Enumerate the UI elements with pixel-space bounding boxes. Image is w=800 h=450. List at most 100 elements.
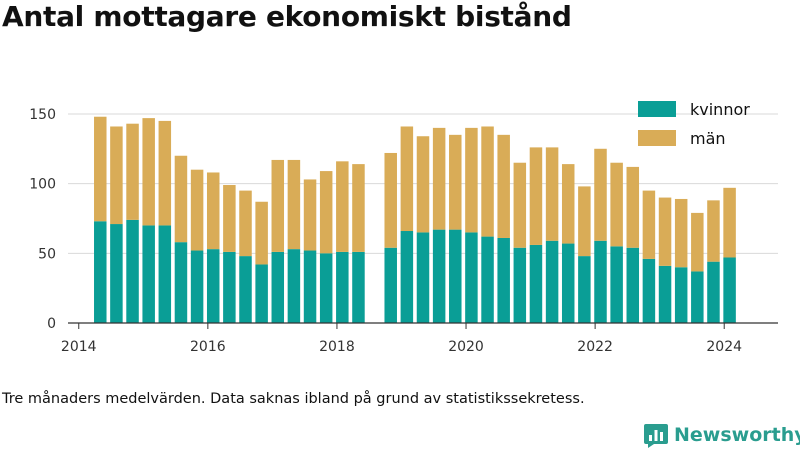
bar-man [126,123,139,220]
bar-man [223,185,236,252]
bar-kvinnor [158,225,172,323]
bar-kvinnor [691,271,704,323]
bar-kvinnor [481,236,494,323]
bar-man [206,172,220,250]
bar-man [319,171,333,254]
bar-man [384,152,397,248]
bar-man [594,148,607,241]
bar-man [158,120,172,226]
newsworthy-brand: Newsworthy [644,420,800,450]
bar-man [287,159,301,250]
bar-man [142,118,155,226]
x-tick-label: 2024 [706,339,742,355]
bar-kvinnor [432,229,446,323]
bars [94,116,736,323]
bar-man [174,155,188,243]
bar-man [432,127,446,230]
x-tick-label: 2020 [448,339,484,355]
bar-man [400,126,414,232]
chart-title: Antal mottagare ekonomiskt bistånd [2,0,572,33]
bar-man [658,197,672,266]
bar-kvinnor [239,256,252,323]
bar-man [190,169,204,251]
axes: 0 50 100 150 2014 2016 2018 2020 2022 2024 [29,107,778,355]
bar-man [303,179,317,251]
x-tick-label: 2014 [61,339,97,355]
bar-kvinnor [529,244,543,323]
bar-kvinnor [174,242,188,323]
bar-kvinnor [190,250,204,323]
bar-man [94,116,107,222]
bar-man [352,164,365,252]
bar-kvinnor [287,249,301,323]
bar-kvinnor [594,240,607,323]
legend-swatch-kvinnor [638,101,676,117]
legend-label: män [690,129,726,148]
legend-swatch-män [638,130,676,146]
x-tick-label: 2018 [319,339,355,355]
bar-kvinnor [642,258,656,323]
bar-man [674,198,688,268]
legend: kvinnor män [638,100,750,148]
bar-kvinnor [336,251,349,323]
bar-man [449,134,462,230]
bar-kvinnor [658,265,672,323]
bar-kvinnor [142,225,155,323]
bar-man [642,190,656,259]
bar-kvinnor [545,240,559,323]
bar-kvinnor [206,249,220,323]
bar-kvinnor [110,224,123,323]
bar-man [481,126,494,237]
bar-kvinnor [578,256,591,323]
bar-kvinnor [303,250,317,323]
bar-man [529,147,543,245]
bar-kvinnor [384,247,397,323]
bar-kvinnor [271,251,285,323]
x-tick-label: 2022 [577,339,613,355]
legend-label: kvinnor [690,100,750,119]
bar-kvinnor [723,257,736,323]
bar-man [239,190,252,257]
x-tick-label: 2016 [190,339,226,355]
y-tick-label: 100 [29,177,56,193]
bar-man [691,212,704,272]
chart-caption: Tre månaders medelvärden. Data saknas ib… [2,391,585,407]
bar-man [271,159,285,252]
bar-man [545,147,559,241]
bar-kvinnor [416,232,430,323]
y-tick-label: 0 [47,316,56,332]
bar-man [723,187,736,258]
bar-kvinnor [94,221,107,323]
bar-kvinnor [513,247,527,323]
bar-man [707,200,720,262]
bar-kvinnor [352,251,365,323]
bar-man [578,186,591,257]
bar-man [336,161,349,252]
bar-man [610,162,623,247]
bar-kvinnor [126,219,139,323]
y-tick-label: 50 [38,246,56,262]
bar-kvinnor [707,261,720,323]
bar-kvinnor [561,243,575,323]
bar-kvinnor [674,267,688,323]
y-tick-label: 150 [29,107,56,123]
bar-kvinnor [465,232,478,323]
bar-kvinnor [610,246,623,323]
bar-kvinnor [319,253,333,323]
bar-kvinnor [449,229,462,323]
bar-man [416,136,430,233]
bar-man [465,127,478,233]
bar-man [561,164,575,244]
bar-man [626,166,640,248]
stacked-bar-chart: 0 50 100 150 2014 2016 2018 2020 2022 2024 kvinno… [29,100,778,355]
bar-kvinnor [497,237,510,323]
newsworthy-logo-icon [644,424,668,448]
bar-kvinnor [255,264,268,323]
bar-man [497,134,510,238]
bar-man [255,201,268,265]
bar-kvinnor [400,231,414,323]
bar-man [110,126,123,225]
brand-name: Newsworthy [674,424,800,446]
bar-man [513,162,527,248]
bar-kvinnor [626,247,640,323]
